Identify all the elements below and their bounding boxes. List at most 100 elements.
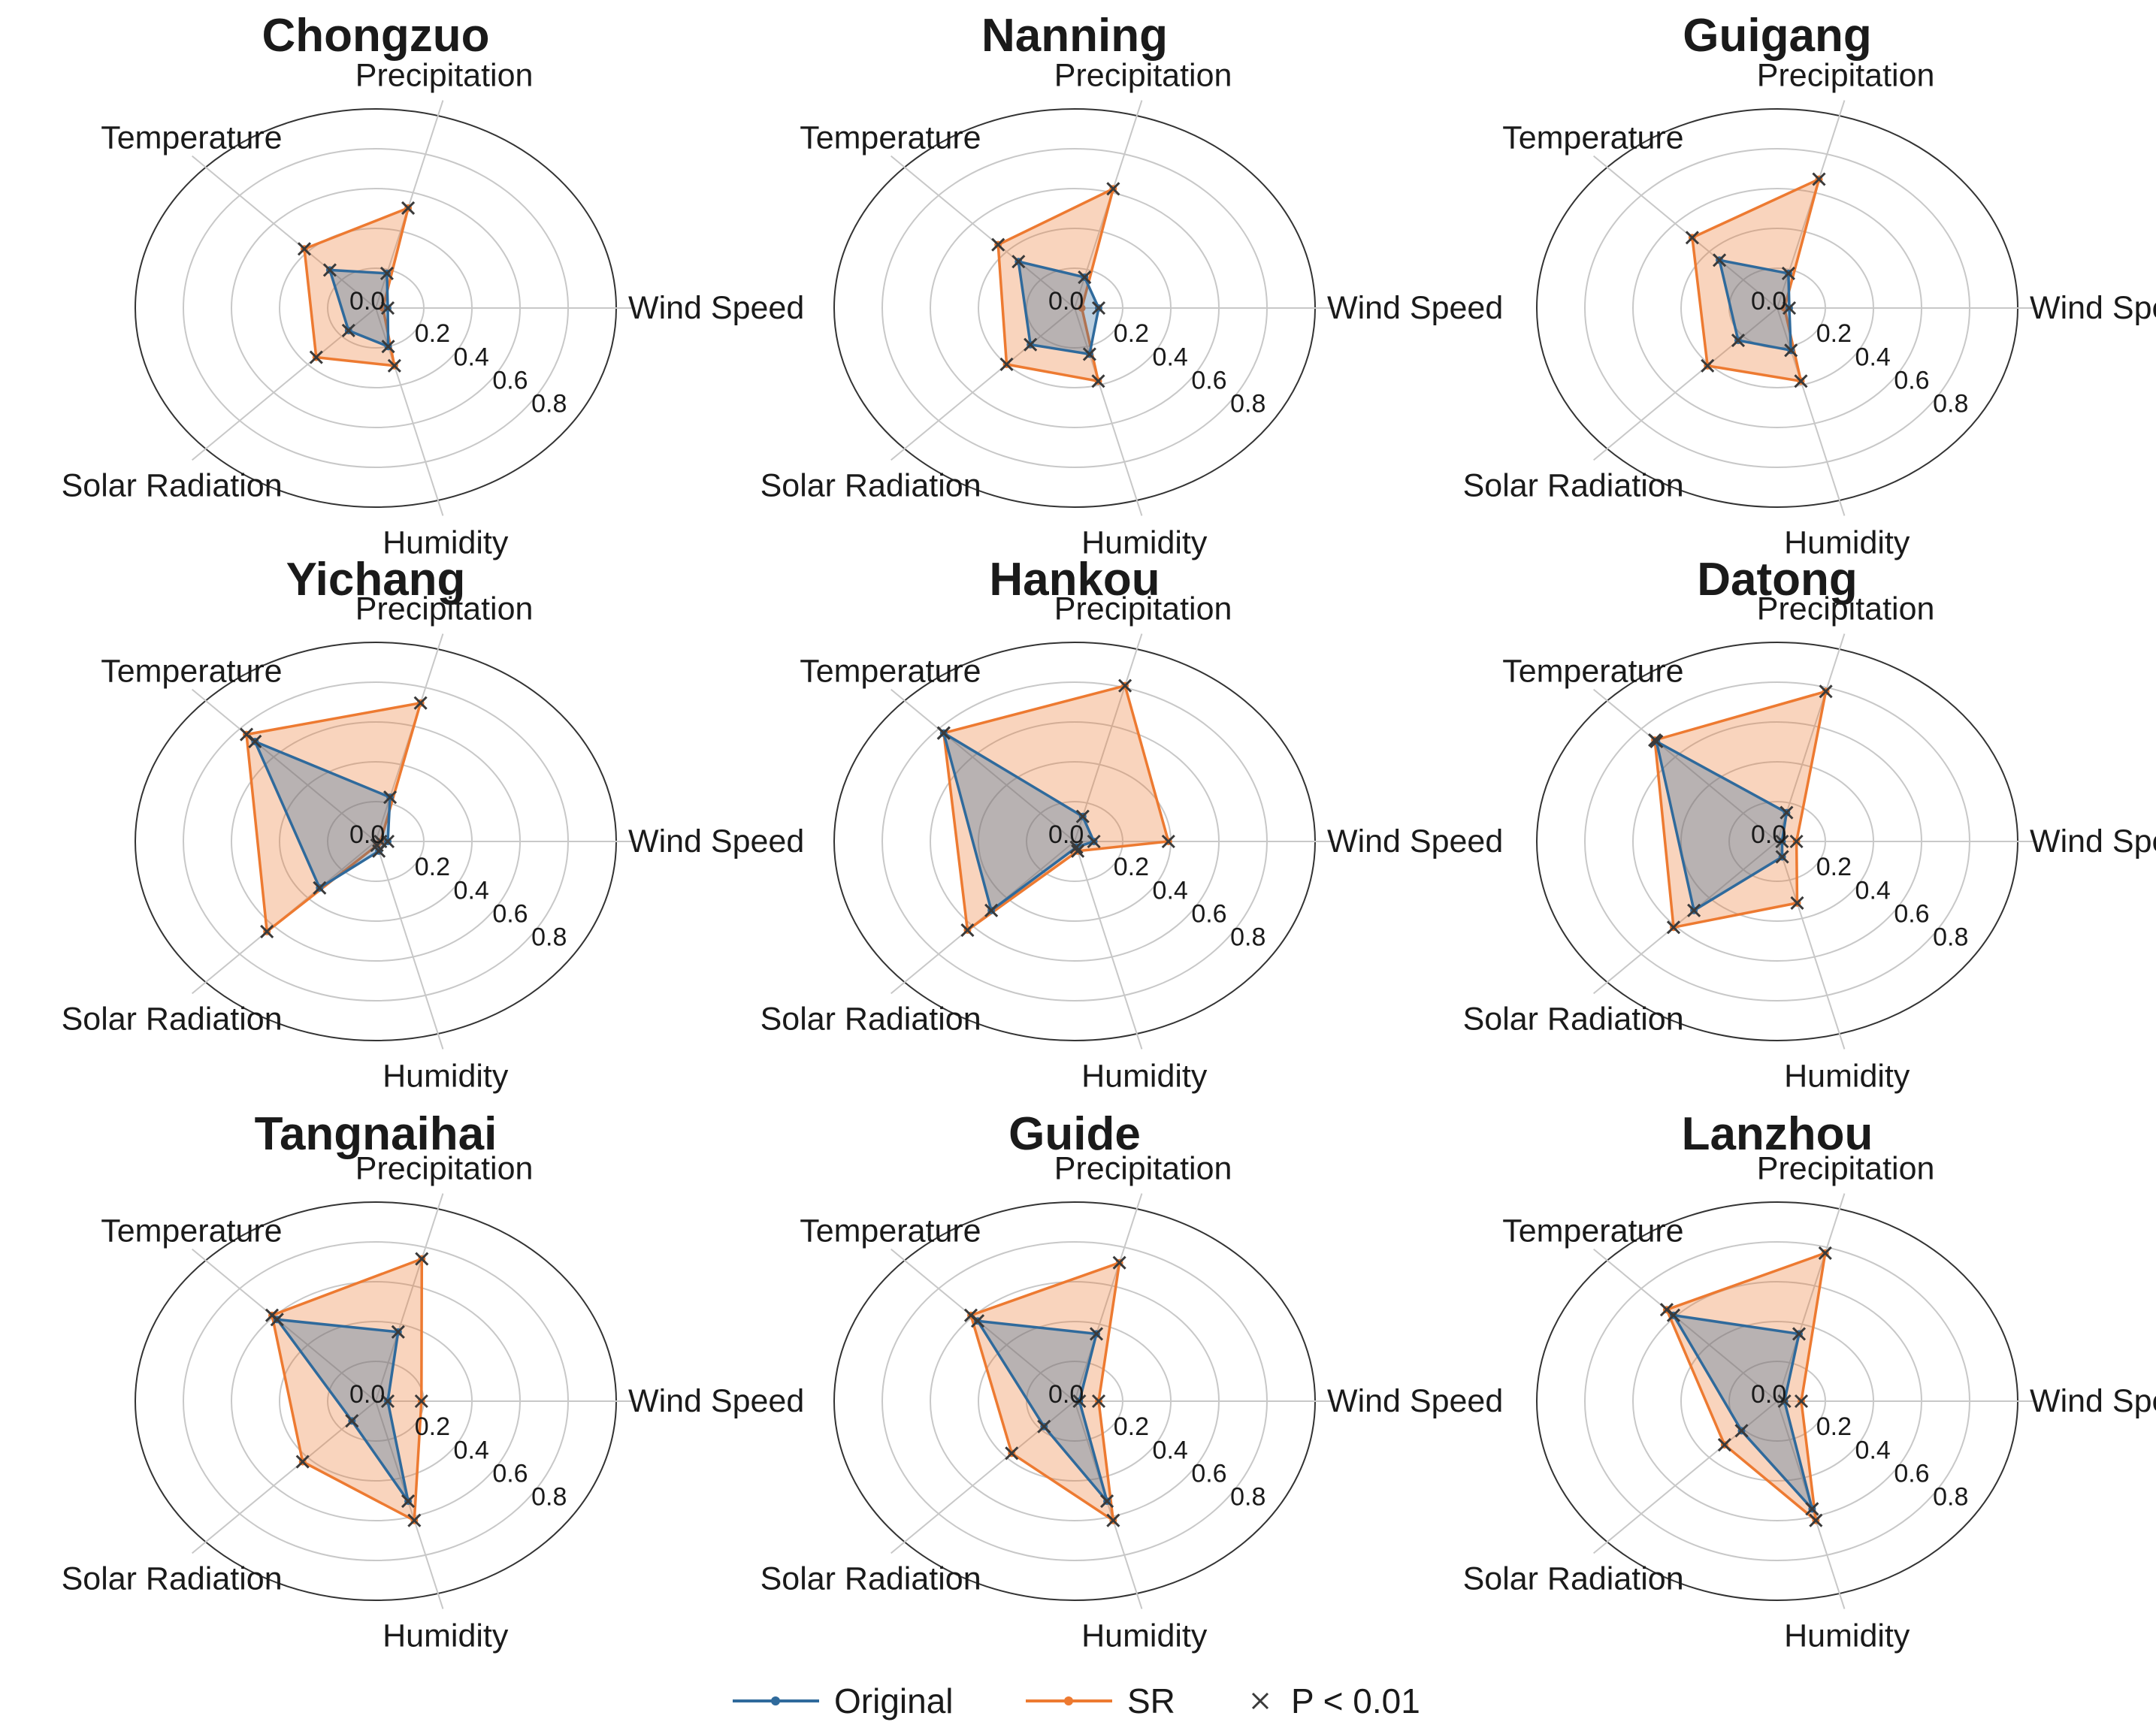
radial-tick-label: 0.0 <box>349 820 385 849</box>
sig-marker-sr <box>1659 1303 1674 1317</box>
sig-marker-original <box>1100 1494 1114 1509</box>
sig-marker-sr-stroke-b <box>407 1513 422 1527</box>
sig-marker-sr-stroke-b <box>1790 896 1804 910</box>
sig-marker-sr <box>260 924 274 938</box>
sig-marker-original-stroke-b <box>1089 1327 1104 1341</box>
sig-marker-original <box>345 1414 359 1428</box>
sig-marker-sr-stroke-b <box>415 1252 429 1266</box>
spoke-temperature <box>1592 688 1778 842</box>
series-original-polygon <box>975 1319 1108 1503</box>
radial-tick-label: 0.6 <box>1191 366 1226 394</box>
axis-label-solar-radiation: Solar Radiation <box>1463 467 1684 503</box>
sig-marker-sr <box>963 1308 978 1322</box>
sig-marker-sr <box>936 726 951 740</box>
axis-label-temperature: Temperature <box>800 1213 981 1249</box>
sig-marker-sr-stroke-b <box>414 1394 428 1409</box>
sig-marker-original-stroke-b <box>1078 270 1092 285</box>
sig-marker-sr <box>1071 844 1085 858</box>
sig-marker-sr <box>1106 1513 1120 1527</box>
series-sr-point <box>1078 304 1086 312</box>
sig-marker-original-stroke-b <box>970 1314 985 1328</box>
sig-marker-original-stroke-b <box>1091 301 1106 316</box>
axis-label-humidity: Humidity <box>1784 525 1910 561</box>
sig-marker-original-stroke-b <box>1024 337 1038 352</box>
sig-marker-sr-stroke-b <box>265 1308 280 1322</box>
sig-marker-original-stroke-b <box>401 1494 416 1509</box>
sig-marker-original <box>1011 255 1026 269</box>
sig-marker-original <box>1792 1327 1807 1341</box>
sig-marker-original <box>1713 253 1727 267</box>
axis-label-wind-speed: Wind Speed <box>1327 823 1503 859</box>
panel-title: Lanzhou <box>1682 1108 1873 1160</box>
sig-marker-original-stroke-b <box>380 301 395 316</box>
spoke-temperature <box>191 1248 376 1402</box>
axis-label-temperature: Temperature <box>1502 1213 1683 1249</box>
radial-tick-label: 0.8 <box>1230 1483 1265 1512</box>
sig-marker-original-stroke-b <box>381 340 395 354</box>
axis-label-precipitation: Precipitation <box>355 591 534 627</box>
sig-marker-original <box>1784 343 1798 358</box>
spoke-solar-radiation <box>890 841 1075 995</box>
radial-tick-label: 0.6 <box>492 899 528 928</box>
axis-label-precipitation: Precipitation <box>1757 57 1935 93</box>
sig-marker-sr <box>1794 1394 1809 1409</box>
radial-tick-label: 0.8 <box>531 923 567 952</box>
sig-marker-sr-stroke-b <box>1091 1394 1106 1409</box>
panel-title: Hankou <box>989 554 1160 606</box>
legend-sig-marker-stroke-b <box>1251 1692 1269 1710</box>
series-original-polygon <box>1017 259 1100 356</box>
sig-marker-sr <box>1717 1438 1731 1452</box>
radial-tick-label: 0.2 <box>415 853 450 881</box>
sig-marker-original-stroke-b <box>1087 834 1101 849</box>
axis-label-solar-radiation: Solar Radiation <box>62 1001 283 1037</box>
radial-tick-label: 0.0 <box>349 287 385 316</box>
radial-tick-label: 0.6 <box>492 1459 528 1488</box>
sig-marker-sr <box>1789 834 1804 849</box>
spoke-precipitation <box>1777 1193 1846 1402</box>
sig-marker-original <box>380 1394 395 1409</box>
sig-marker-sr-stroke-b <box>1701 358 1715 373</box>
sig-marker-original <box>1024 337 1038 352</box>
sig-marker-sr <box>991 237 1005 252</box>
axis-label-temperature: Temperature <box>101 120 282 156</box>
series-original-polygon <box>1717 258 1793 352</box>
sig-marker-sr <box>1790 896 1804 910</box>
sig-marker-sr-stroke-b <box>960 923 975 938</box>
radial-tick-label: 0.0 <box>1048 287 1084 316</box>
sig-marker-sr-stroke-b <box>1717 1438 1731 1452</box>
axis-label-precipitation: Precipitation <box>1054 57 1232 93</box>
sig-marker-original-stroke-b <box>1777 1394 1792 1409</box>
axis-label-humidity: Humidity <box>1784 1618 1910 1654</box>
radial-tick-label: 0.8 <box>1933 1483 1968 1512</box>
sig-marker-sr <box>1818 1246 1832 1260</box>
sig-marker-sr <box>999 357 1014 372</box>
sig-marker-sr <box>1112 1255 1126 1270</box>
axis-label-wind-speed: Wind Speed <box>1327 1383 1503 1419</box>
spoke-solar-radiation <box>890 307 1075 461</box>
sig-marker-sr-stroke-b <box>401 201 416 215</box>
axis-label-wind-speed: Wind Speed <box>628 823 804 859</box>
sig-marker-sr <box>265 1308 280 1322</box>
sig-marker-sr <box>1648 733 1662 748</box>
spoke-humidity <box>375 841 444 1050</box>
sig-marker-original <box>984 903 999 917</box>
sig-marker-original-stroke-b <box>1781 266 1795 280</box>
sig-marker-original-stroke-b <box>1687 903 1701 917</box>
sig-marker-original <box>1781 266 1795 280</box>
axis-label-solar-radiation: Solar Radiation <box>760 1001 981 1037</box>
spoke-precipitation <box>1074 1193 1143 1402</box>
radial-tick-label: 0.2 <box>1114 853 1149 881</box>
sig-marker-sr-stroke-b <box>239 727 254 742</box>
sig-marker-sr <box>407 1513 422 1527</box>
axis-label-solar-radiation: Solar Radiation <box>1463 1560 1684 1597</box>
axis-label-humidity: Humidity <box>1081 1618 1208 1654</box>
sig-marker-sr-stroke-b <box>1118 678 1132 693</box>
series-original-polygon <box>274 1318 410 1503</box>
spoke-temperature <box>1592 155 1778 309</box>
sig-marker-sr <box>1701 358 1715 373</box>
spoke-humidity <box>1777 307 1846 516</box>
sig-marker-original <box>1777 1394 1792 1409</box>
